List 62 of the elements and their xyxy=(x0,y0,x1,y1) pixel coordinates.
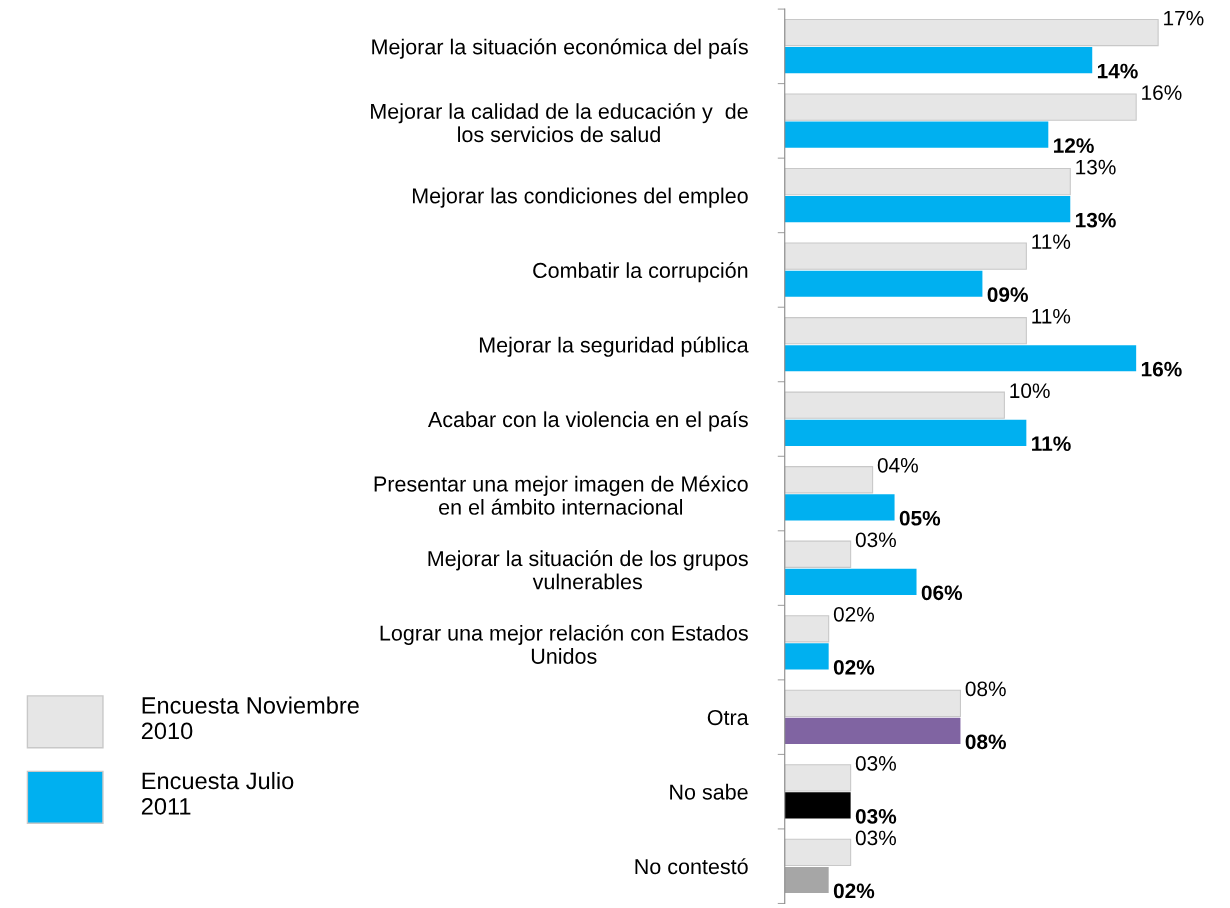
data-label: 11% xyxy=(1032,234,1071,249)
bar xyxy=(784,167,1071,196)
bar xyxy=(784,643,829,670)
bar xyxy=(784,568,917,595)
y-tick-label: Mejorar la seguridad pública xyxy=(479,336,749,357)
bar xyxy=(784,419,1027,446)
data-label: 14% xyxy=(1097,63,1138,79)
y-tick-label: Presentar una mejor imagen de México en el ámbito internacional xyxy=(374,475,748,515)
y-tick-label: No contestó xyxy=(635,858,748,875)
data-label: 02% xyxy=(833,659,875,675)
bar xyxy=(784,792,851,819)
data-label: 03% xyxy=(855,830,896,846)
data-label: 06% xyxy=(921,585,963,601)
data-label: 08% xyxy=(965,734,1006,750)
bar xyxy=(784,838,852,867)
bar xyxy=(784,494,895,521)
y-tick-label: Combatir la corrupción xyxy=(533,262,748,283)
y-tick-label: Lograr una mejor relación con Estados Unidos xyxy=(380,624,748,664)
bar xyxy=(784,615,830,643)
bar xyxy=(784,764,852,792)
data-label: 05% xyxy=(899,510,941,526)
bar xyxy=(784,121,1049,148)
y-tick-label: Otra xyxy=(707,709,749,726)
data-label: 03% xyxy=(855,532,896,548)
y-tick-label: Mejorar la situación económica del país xyxy=(372,38,748,59)
data-label: 17% xyxy=(1164,10,1204,26)
data-label: 12% xyxy=(1054,138,1094,153)
bar xyxy=(784,689,962,717)
data-label: 04% xyxy=(877,457,918,473)
y-tick-label: No sabe xyxy=(670,783,748,800)
y-tick-label: Mejorar las condiciones del empleo xyxy=(412,187,748,208)
bar xyxy=(784,345,1137,372)
legend-label: Encuesta Julio 2011 xyxy=(141,771,294,815)
data-label: 03% xyxy=(855,756,896,771)
data-label: 16% xyxy=(1142,85,1182,100)
bar xyxy=(784,466,874,494)
y-tick-label: Mejorar la situación de los grupos vulnerables xyxy=(428,550,748,590)
data-label: 03% xyxy=(855,808,897,824)
bar xyxy=(784,196,1071,223)
data-label: 09% xyxy=(987,287,1028,303)
data-label: 13% xyxy=(1076,159,1116,175)
data-label: 10% xyxy=(1010,383,1050,399)
bar xyxy=(784,391,1005,419)
data-label: 08% xyxy=(965,681,1006,697)
bar xyxy=(784,866,829,894)
y-tick-label: Mejorar la calidad de la educación y de los servicios de salud xyxy=(371,102,748,143)
bar xyxy=(784,317,1027,345)
data-label: 11% xyxy=(1032,436,1071,452)
bar xyxy=(784,270,983,297)
bar xyxy=(784,93,1137,121)
bar xyxy=(784,717,961,745)
bar xyxy=(784,18,1159,47)
data-label: 16% xyxy=(1141,361,1182,377)
data-label: 02% xyxy=(833,883,875,899)
bar xyxy=(784,540,852,568)
data-label: 13% xyxy=(1075,212,1116,228)
legend-label: Encuesta Noviembre 2010 xyxy=(141,696,359,740)
y-tick-label: Acabar con la violencia en el país xyxy=(427,411,748,432)
data-label: 02% xyxy=(833,606,875,622)
data-label: 11% xyxy=(1032,308,1071,324)
bar xyxy=(784,242,1027,270)
bar xyxy=(784,47,1093,74)
